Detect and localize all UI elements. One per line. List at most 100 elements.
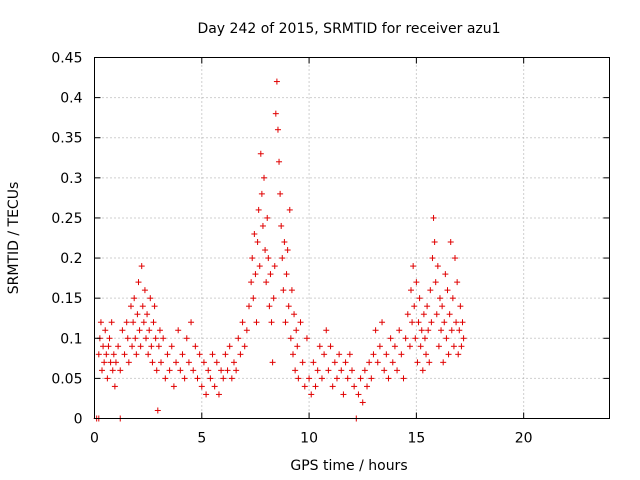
- y-tick-label: 0.15: [51, 291, 82, 307]
- data-point: [259, 222, 266, 229]
- data-point: [170, 383, 177, 390]
- data-point: [144, 311, 151, 318]
- data-point: [286, 206, 293, 213]
- data-point: [222, 351, 229, 358]
- data-point: [147, 295, 154, 302]
- data-point: [100, 343, 107, 350]
- data-point: [264, 214, 271, 221]
- data-point: [241, 343, 248, 350]
- data-point: [266, 303, 273, 310]
- data-point: [190, 367, 197, 374]
- data-point: [417, 343, 424, 350]
- data-point: [140, 319, 147, 326]
- data-point: [312, 383, 319, 390]
- data-point: [218, 367, 225, 374]
- data-point: [381, 367, 388, 374]
- data-point: [226, 343, 233, 350]
- data-point: [321, 351, 328, 358]
- data-point: [342, 359, 349, 366]
- data-point: [198, 383, 205, 390]
- data-point: [125, 359, 132, 366]
- data-point: [124, 335, 131, 342]
- data-point: [394, 367, 401, 374]
- data-point: [156, 327, 163, 334]
- data-point: [391, 343, 398, 350]
- data-point: [168, 343, 175, 350]
- data-point: [447, 239, 454, 246]
- data-point: [137, 343, 144, 350]
- data-point: [385, 375, 392, 382]
- data-point: [346, 351, 353, 358]
- data-point: [256, 263, 263, 270]
- data-point: [383, 351, 390, 358]
- data-point: [458, 343, 465, 350]
- data-point: [423, 351, 430, 358]
- data-point: [414, 359, 421, 366]
- data-point: [426, 359, 433, 366]
- data-point: [108, 319, 115, 326]
- data-point: [459, 319, 466, 326]
- data-point: [271, 263, 278, 270]
- data-point: [419, 367, 426, 374]
- data-point: [273, 78, 280, 85]
- data-point: [265, 255, 272, 262]
- data-point: [102, 327, 109, 334]
- data-point: [99, 367, 106, 374]
- data-point: [366, 359, 373, 366]
- x-tick-label: 15: [407, 431, 425, 447]
- data-point: [267, 271, 274, 278]
- data-point: [283, 271, 290, 278]
- data-point: [434, 263, 441, 270]
- data-point: [301, 383, 308, 390]
- data-point: [181, 375, 188, 382]
- data-point: [344, 375, 351, 382]
- data-point: [351, 383, 358, 390]
- data-point: [398, 351, 405, 358]
- data-point: [411, 303, 418, 310]
- data-point: [158, 359, 165, 366]
- data-point: [359, 399, 366, 406]
- data-point: [456, 327, 463, 334]
- chart-title: Day 242 of 2015, SRMTID for receiver azu…: [197, 21, 500, 37]
- data-point: [435, 343, 442, 350]
- data-point: [282, 319, 289, 326]
- data-point: [425, 327, 432, 334]
- data-point: [239, 319, 246, 326]
- x-tick-label: 10: [300, 431, 318, 447]
- data-point: [338, 367, 345, 374]
- data-point: [432, 279, 439, 286]
- data-point: [252, 271, 259, 278]
- data-point: [136, 327, 143, 334]
- data-point: [153, 367, 160, 374]
- data-point: [427, 287, 434, 294]
- data-point: [292, 367, 299, 374]
- data-point: [436, 295, 443, 302]
- data-point: [379, 319, 386, 326]
- data-point: [213, 359, 220, 366]
- data-point: [297, 319, 304, 326]
- data-point: [444, 287, 451, 294]
- data-point: [148, 343, 155, 350]
- data-point: [340, 391, 347, 398]
- data-point: [270, 295, 277, 302]
- data-point: [134, 311, 141, 318]
- data-point: [274, 126, 281, 133]
- data-point: [160, 335, 167, 342]
- data-point: [327, 343, 334, 350]
- data-point: [306, 375, 313, 382]
- data-point: [376, 343, 383, 350]
- data-point: [445, 351, 452, 358]
- data-point: [295, 375, 302, 382]
- data-point: [175, 327, 182, 334]
- data-point: [421, 335, 428, 342]
- data-point: [441, 319, 448, 326]
- data-point: [439, 303, 446, 310]
- data-point: [154, 407, 161, 414]
- data-point: [127, 303, 134, 310]
- y-tick-label: 0: [74, 412, 83, 428]
- data-point: [228, 375, 235, 382]
- x-tick-label: 20: [515, 431, 533, 447]
- data-point: [145, 351, 152, 358]
- data-point: [123, 319, 130, 326]
- data-point: [349, 367, 355, 374]
